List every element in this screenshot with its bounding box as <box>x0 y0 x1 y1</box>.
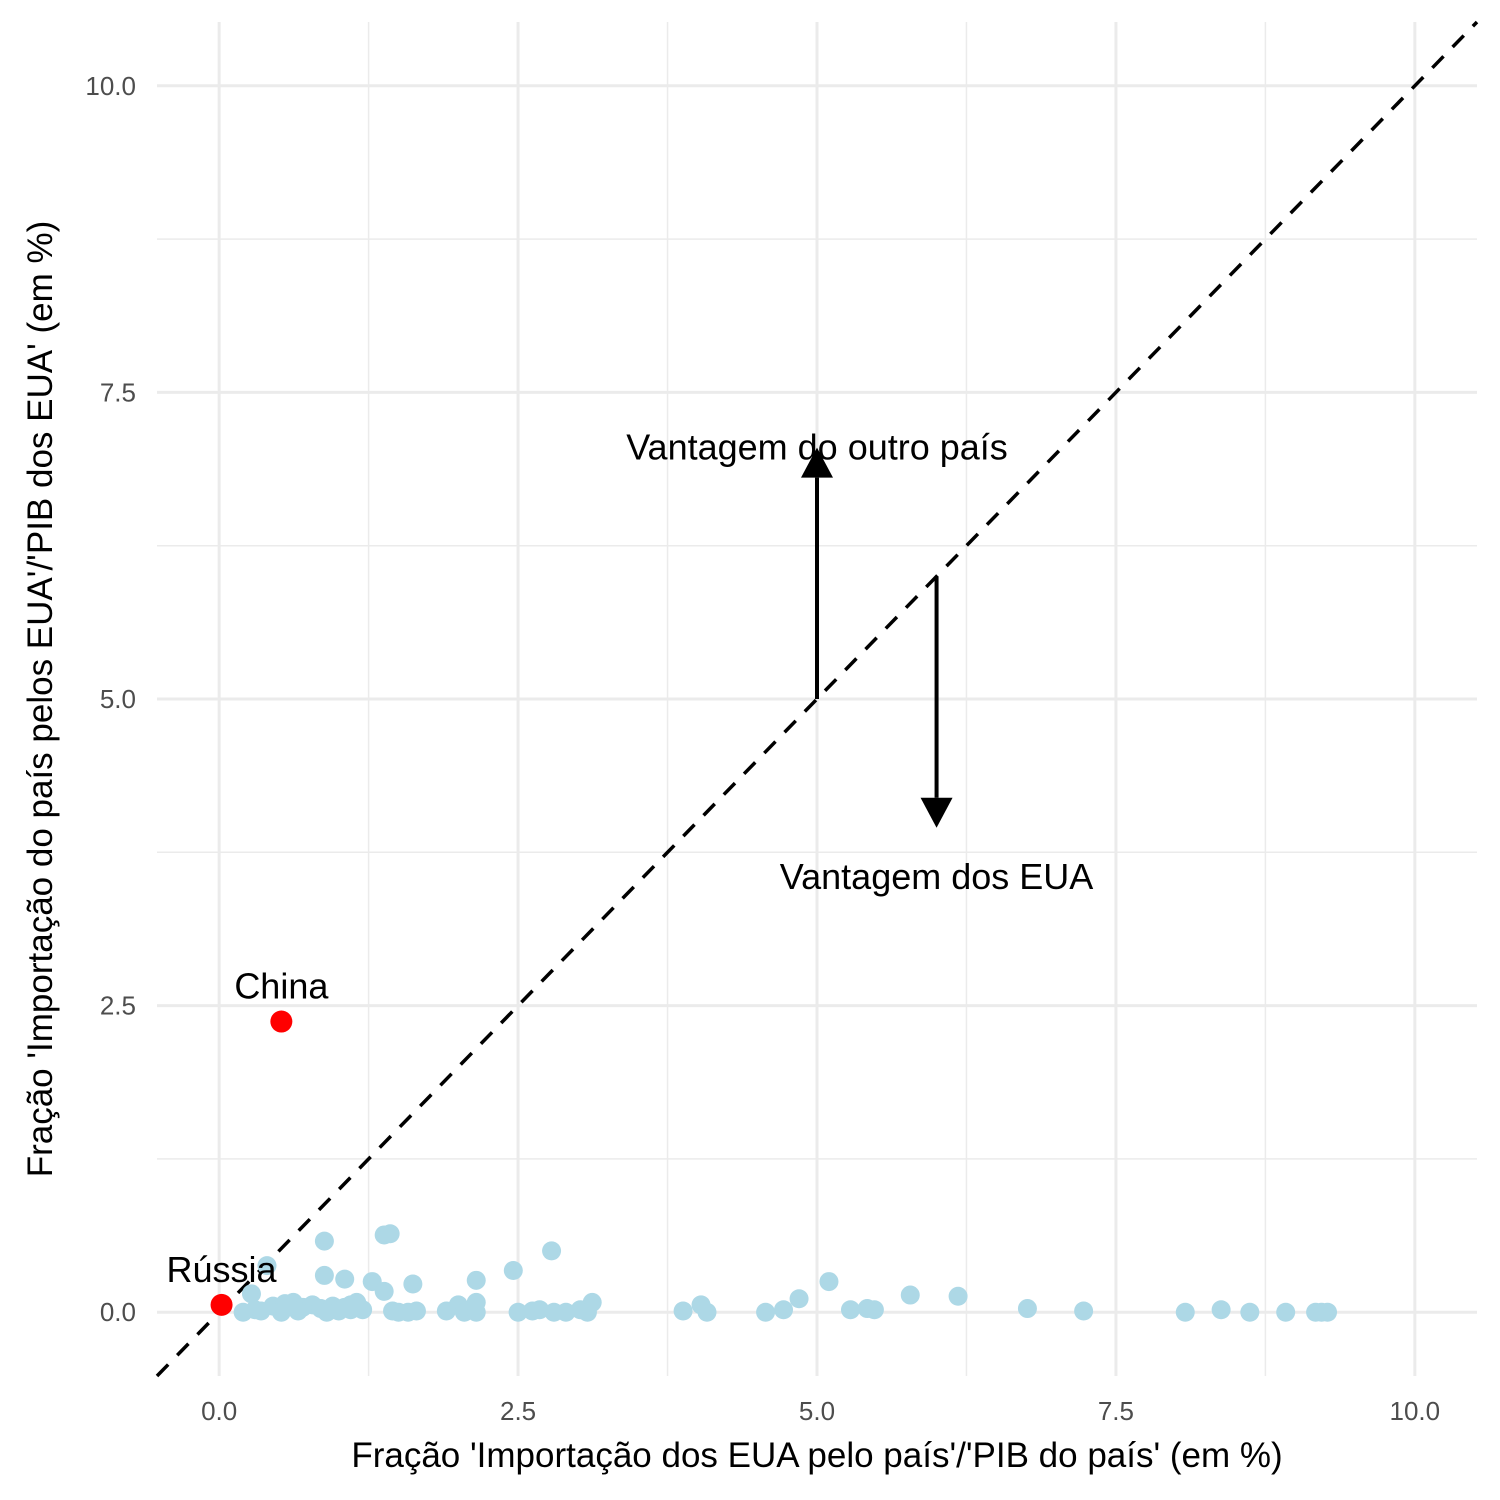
y-tick-label: 0.0 <box>100 1297 136 1327</box>
x-tick-label: 10.0 <box>1390 1396 1441 1426</box>
data-point <box>756 1302 776 1322</box>
data-point <box>673 1301 693 1321</box>
x-tick-label: 0.0 <box>201 1396 237 1426</box>
data-point <box>380 1224 400 1244</box>
y-axis-ticks: 0.0 2.5 5.0 7.5 10.0 <box>85 71 136 1327</box>
annotation-text: Vantagem dos EUA <box>780 856 1094 897</box>
x-tick-label: 7.5 <box>1098 1396 1134 1426</box>
data-point <box>542 1241 562 1261</box>
highlighted-point-label: Rússia <box>167 1249 278 1290</box>
data-point <box>241 1284 261 1304</box>
data-point <box>840 1300 860 1320</box>
data-point <box>864 1300 884 1320</box>
data-point <box>403 1274 423 1294</box>
points-layer <box>233 1224 1338 1322</box>
annotation-text: Vantagem do outro país <box>626 427 1008 468</box>
highlighted-point-label: China <box>234 966 329 1007</box>
identity-dashed-line <box>155 20 1479 1378</box>
data-point <box>1017 1299 1037 1319</box>
data-point <box>271 1302 291 1322</box>
data-point <box>1318 1302 1338 1322</box>
data-point <box>374 1281 394 1301</box>
highlighted-point <box>210 1293 233 1316</box>
arrow-layer <box>801 447 953 828</box>
arrow-head <box>920 797 953 828</box>
data-point <box>288 1301 308 1321</box>
y-tick-label: 10.0 <box>85 71 136 101</box>
data-point <box>341 1295 361 1315</box>
x-tick-label: 2.5 <box>500 1396 536 1426</box>
data-point <box>577 1302 597 1322</box>
data-point <box>466 1292 486 1312</box>
data-point <box>466 1270 486 1290</box>
data-point <box>948 1286 968 1306</box>
data-point <box>1074 1301 1094 1321</box>
data-point <box>257 1256 277 1276</box>
data-point <box>1211 1300 1231 1320</box>
data-point <box>819 1272 839 1292</box>
data-point <box>335 1269 355 1289</box>
highlighted-point <box>270 1010 293 1033</box>
data-point <box>314 1265 334 1285</box>
data-point <box>789 1289 809 1309</box>
data-point <box>556 1302 576 1322</box>
data-point <box>251 1301 271 1321</box>
x-tick-label: 5.0 <box>799 1396 835 1426</box>
data-point <box>1240 1302 1260 1322</box>
data-point <box>1276 1302 1296 1322</box>
data-point <box>774 1300 794 1320</box>
x-axis-ticks: 0.0 2.5 5.0 7.5 10.0 <box>201 1396 1440 1426</box>
data-point <box>697 1302 717 1322</box>
reference-line-layer <box>155 20 1479 1378</box>
data-point <box>530 1300 550 1320</box>
data-point <box>1175 1302 1195 1322</box>
arrow-head <box>801 447 833 478</box>
data-point <box>314 1231 334 1251</box>
x-axis-title: Fração 'Importação dos EUA pelo país'/'P… <box>351 1436 1282 1475</box>
data-point <box>406 1301 426 1321</box>
y-tick-label: 7.5 <box>100 377 136 407</box>
y-axis-title: Fração 'Importação do país pelos EUA'/'P… <box>21 221 60 1178</box>
data-point <box>508 1302 528 1322</box>
data-point <box>900 1285 920 1305</box>
data-point <box>436 1301 456 1321</box>
data-point <box>233 1302 253 1322</box>
y-tick-label: 2.5 <box>100 991 136 1021</box>
data-point <box>503 1261 523 1281</box>
highlight-layer: China Rússia <box>167 966 329 1316</box>
y-tick-label: 5.0 <box>100 684 136 714</box>
annotation-layer: Vantagem do outro país Vantagem dos EUA <box>626 427 1093 897</box>
